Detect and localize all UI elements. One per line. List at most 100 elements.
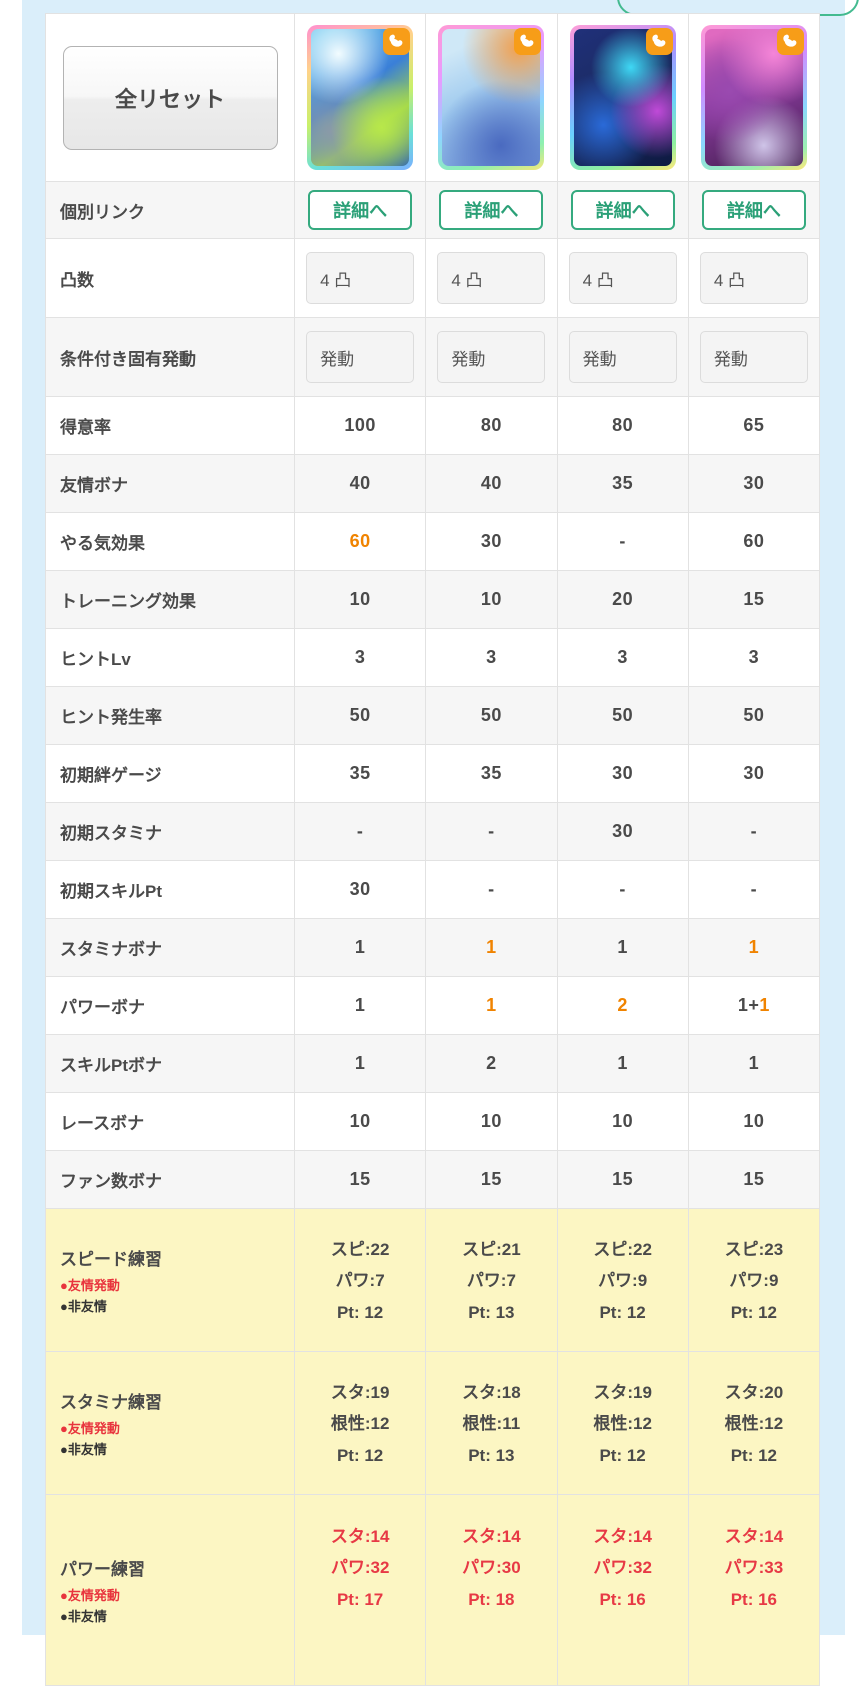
support-card-thumbnail-3[interactable] (569, 25, 676, 170)
stat-value-text: 3 (748, 647, 760, 667)
detail-link-button-1[interactable]: 詳細へ (308, 190, 413, 230)
detail-link-button-4[interactable]: 詳細へ (701, 190, 806, 230)
card-cell (687, 14, 819, 181)
training-values: スタ:14 パワ:32 Pt: 16 (556, 1495, 688, 1685)
unique-trigger-select-3[interactable]: 発動 (568, 331, 677, 383)
stat-value: 30 (294, 861, 425, 918)
training-value-line: パワ:9 (729, 1271, 779, 1291)
limit-break-select-3[interactable]: 4 凸 (568, 252, 677, 304)
training-values: スタ:14 パワ:32 Pt: 17 (294, 1495, 425, 1685)
stat-value-text: 30 (612, 821, 634, 841)
row-label: スタミナボナ (60, 940, 162, 959)
stat-value: 30 (556, 745, 688, 802)
power-type-badge-icon (383, 28, 411, 55)
unique-trigger-select-2[interactable]: 発動 (437, 331, 546, 383)
detail-link-button-2[interactable]: 詳細へ (439, 190, 544, 230)
stat-value: 50 (425, 687, 556, 744)
stat-value: 35 (556, 455, 688, 512)
training-value-line: Pt: 13 (468, 1445, 515, 1465)
stat-value-text: 10 (743, 1111, 765, 1131)
row-label: パワーボナ (60, 998, 145, 1017)
training-value-line: 根性:11 (462, 1414, 521, 1434)
stat-value: 50 (687, 687, 819, 744)
support-card-thumbnail-4[interactable] (700, 25, 807, 170)
link-cell: 詳細へ (294, 182, 425, 238)
training-value-line: パワ:33 (724, 1558, 784, 1578)
training-values: スピ:22 パワ:9 Pt: 12 (556, 1209, 688, 1351)
stat-row: 得意率 100 80 80 65 (46, 397, 819, 455)
card-cell (425, 14, 556, 181)
training-values: スタ:14 パワ:30 Pt: 18 (425, 1495, 556, 1685)
stat-value-text: 1+ (737, 995, 760, 1015)
stat-value-text: 15 (612, 1169, 634, 1189)
row-label: 友情ボナ (60, 476, 128, 495)
training-value-line: Pt: 17 (336, 1589, 384, 1609)
stat-value-text: 30 (480, 531, 502, 551)
training-value-line: パワ:7 (466, 1271, 516, 1291)
select-cell: 4 凸 (425, 239, 556, 317)
select-cell: 4 凸 (687, 239, 819, 317)
stat-value-text: 10 (480, 1111, 502, 1131)
stat-value-text: 10 (480, 589, 502, 609)
limit-break-select-4[interactable]: 4 凸 (699, 252, 808, 304)
training-value-line: スタ:18 (462, 1382, 521, 1402)
limit-break-select-2[interactable]: 4 凸 (437, 252, 546, 304)
power-type-badge-icon (645, 28, 673, 55)
limit-break-select-1[interactable]: 4 凸 (306, 252, 415, 304)
training-name: スタミナ練習 (60, 1393, 162, 1412)
stat-value: 3 (294, 629, 425, 686)
training-value-line: 根性:12 (593, 1414, 652, 1434)
stat-value-text: 50 (743, 705, 765, 725)
stat-value-text: 3 (617, 647, 628, 667)
support-card-thumbnail-2[interactable] (438, 25, 545, 170)
training-value-line: パワ:32 (330, 1558, 390, 1578)
stat-value: 1 (294, 1035, 425, 1092)
stat-value-text: 3 (354, 647, 366, 667)
stat-value-text: 1 (354, 937, 366, 957)
row-label: 初期スタミナ (60, 824, 162, 843)
stat-value-text: 35 (480, 763, 502, 783)
row-label: やる気効果 (60, 534, 145, 553)
stat-value-text: 80 (612, 415, 634, 435)
stat-value-text: 10 (349, 589, 371, 609)
stat-value: 1+ 1 (687, 977, 819, 1034)
stat-value: 3 (687, 629, 819, 686)
non-friendship-legend: ●非友情 (60, 1442, 107, 1457)
row-label: 凸数 (60, 270, 94, 290)
support-card-thumbnail-1[interactable] (307, 25, 414, 170)
stat-value-text: 1 (486, 995, 497, 1015)
reset-all-button[interactable]: 全リセット (62, 45, 278, 150)
stat-value-text: 40 (480, 473, 502, 493)
unique-trigger-select-4[interactable]: 発動 (699, 331, 808, 383)
training-row: パワー練習 ●友情発動 ●非友情 スタ:14 パワ:32 Pt: 17 スタ:14 パワ:30… (46, 1495, 819, 1686)
stat-value-text: 2 (486, 1053, 497, 1073)
training-values: スタ:19 根性:12 Pt: 12 (294, 1352, 425, 1494)
stat-row: 初期絆ゲージ 35 35 30 30 (46, 745, 819, 803)
card-cell (556, 14, 688, 181)
stat-value: 1 (294, 977, 425, 1034)
stat-value: 1 (556, 919, 688, 976)
training-value-line: Pt: 12 (730, 1445, 778, 1465)
row-label: 初期スキルPt (60, 882, 162, 901)
training-rows-container: スピード練習 ●友情発動 ●非友情 スピ:22 パワ:7 Pt: 12 スピ:21 パワ:7 P… (46, 1209, 819, 1686)
stat-value: 1 (556, 1035, 688, 1092)
training-value-line: 根性:12 (724, 1414, 784, 1434)
training-row: スピード練習 ●友情発動 ●非友情 スピ:22 パワ:7 Pt: 12 スピ:21 パワ:7 P… (46, 1209, 819, 1352)
training-value-line: Pt: 16 (599, 1589, 646, 1609)
stat-value: 1 (425, 919, 556, 976)
unique-trigger-select-1[interactable]: 発動 (306, 331, 415, 383)
stat-value: - (687, 861, 819, 918)
detail-link-button-3[interactable]: 詳細へ (570, 190, 675, 230)
stat-row: 友情ボナ 40 40 35 30 (46, 455, 819, 513)
link-cell: 詳細へ (556, 182, 688, 238)
friendship-legend: ●友情発動 (60, 1588, 120, 1603)
stat-row: ヒントLv 3 3 3 3 (46, 629, 819, 687)
stat-row: やる気効果 60 30 - 60 (46, 513, 819, 571)
stat-value-text: 15 (743, 1169, 765, 1189)
training-value-line: スタ:19 (593, 1382, 652, 1402)
row-label: スキルPtボナ (60, 1056, 162, 1075)
select-cell: 4 凸 (556, 239, 688, 317)
stat-row: スタミナボナ 1 1 1 1 (46, 919, 819, 977)
stat-value: - (425, 803, 556, 860)
stat-value-text: 3 (486, 647, 497, 667)
